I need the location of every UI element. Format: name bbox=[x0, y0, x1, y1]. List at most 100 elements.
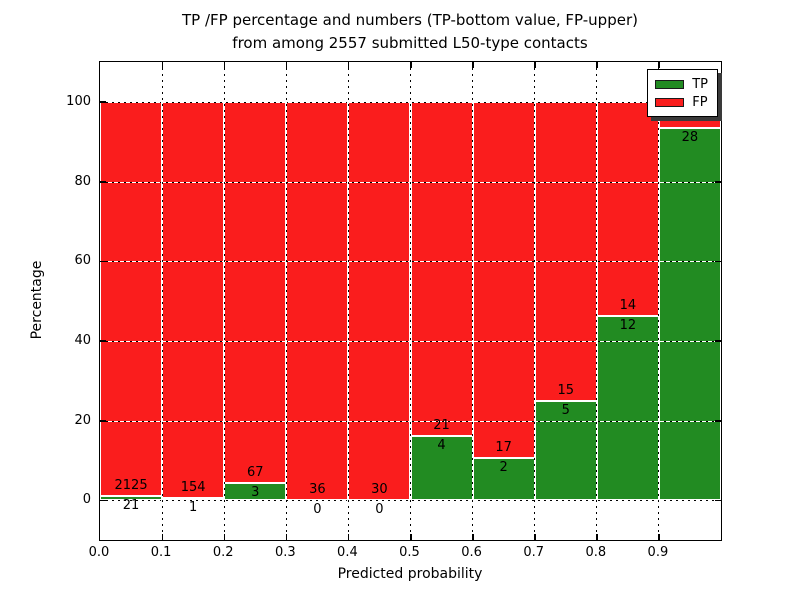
fp-count-label-7: 15 bbox=[557, 382, 574, 398]
x-tick-mark-bottom-1 bbox=[161, 534, 164, 540]
x-tick-mark-top-1 bbox=[161, 62, 164, 68]
tp-count-label-4: 0 bbox=[375, 502, 384, 518]
tp-count-label-2: 3 bbox=[251, 485, 260, 501]
bar-segment-fp-7 bbox=[534, 101, 597, 401]
tp-color-swatch bbox=[655, 79, 685, 89]
bar-segment-fp-0 bbox=[100, 101, 163, 497]
x-tick-mark-top-7 bbox=[534, 62, 536, 68]
fp-count-label-2: 67 bbox=[246, 465, 264, 481]
y-tick-mark-left-0 bbox=[100, 499, 106, 502]
bar-segment-tp-8 bbox=[596, 316, 659, 501]
x-tick-mark-bottom-5 bbox=[410, 534, 412, 540]
chart-title-line-2: from among 2557 submitted L50-type conta… bbox=[232, 34, 588, 52]
y-tick-label-60: 60 bbox=[74, 253, 91, 269]
v-gridline-0.1 bbox=[161, 62, 164, 540]
x-tick-label-0.7: 0.7 bbox=[523, 545, 545, 560]
bar-segment-tp-7 bbox=[534, 400, 597, 501]
bar-segment-fp-3 bbox=[286, 101, 349, 501]
y-tick-label-20: 20 bbox=[74, 412, 91, 428]
chart-title-line-1: TP /FP percentage and numbers (TP-bottom… bbox=[182, 11, 638, 29]
tp-count-label-3: 0 bbox=[313, 502, 322, 518]
fp-count-label-3: 36 bbox=[309, 482, 326, 498]
tp-count-label-5: 4 bbox=[437, 438, 446, 454]
y-tick-label-0: 0 bbox=[82, 492, 91, 508]
fp-count-label-0: 2125 bbox=[114, 478, 148, 494]
y-tick-mark-left-100 bbox=[100, 101, 106, 103]
x-axis-label: Predicted probability bbox=[337, 566, 483, 582]
legend-label-fp: FP bbox=[692, 94, 708, 110]
x-tick-mark-top-6 bbox=[472, 62, 474, 68]
y-tick-mark-left-60 bbox=[100, 260, 106, 263]
y-tick-mark-right-80 bbox=[715, 181, 721, 183]
x-tick-mark-top-2 bbox=[223, 62, 226, 68]
bar-segment-tp-6 bbox=[472, 458, 535, 501]
x-tick-label-0.5: 0.5 bbox=[399, 545, 420, 560]
legend-entry-tp: TP bbox=[655, 75, 708, 93]
fp-count-label-8: 14 bbox=[619, 298, 637, 314]
x-tick-mark-bottom-7 bbox=[534, 534, 536, 540]
x-tick-mark-bottom-9 bbox=[658, 534, 660, 540]
fp-count-label-6: 17 bbox=[495, 440, 512, 456]
v-gridline-0.2 bbox=[223, 62, 226, 540]
y-tick-label-100: 100 bbox=[66, 93, 91, 109]
y-tick-mark-left-40 bbox=[100, 340, 106, 342]
y-tick-mark-right-100 bbox=[715, 101, 721, 103]
bar-segment-fp-5 bbox=[410, 101, 473, 437]
x-tick-label-0.2: 0.2 bbox=[212, 545, 234, 560]
x-tick-mark-top-3 bbox=[285, 62, 288, 68]
fp-count-label-9: 2 bbox=[685, 110, 695, 126]
y-tick-mark-left-80 bbox=[100, 181, 106, 183]
x-tick-mark-top-4 bbox=[347, 62, 350, 68]
v-gridline-0.3 bbox=[285, 62, 288, 540]
fp-count-label-5: 21 bbox=[433, 418, 450, 434]
chart-title: TP /FP percentage and numbers (TP-bottom… bbox=[99, 9, 721, 55]
x-tick-label-0.3: 0.3 bbox=[274, 545, 296, 560]
y-tick-mark-right-60 bbox=[715, 260, 721, 263]
tp-count-label-8: 12 bbox=[619, 318, 637, 334]
tp-count-label-1: 1 bbox=[189, 499, 198, 515]
tp-count-label-7: 5 bbox=[561, 402, 570, 418]
x-tick-label-0.1: 0.1 bbox=[150, 545, 172, 560]
y-axis-label: Percentage bbox=[29, 260, 45, 340]
v-gridline-0.5 bbox=[409, 62, 412, 540]
fp-color-swatch bbox=[655, 97, 685, 107]
x-tick-mark-bottom-4 bbox=[347, 534, 350, 540]
v-gridline-0.9 bbox=[657, 62, 660, 540]
y-tick-mark-left-20 bbox=[100, 420, 106, 422]
plot-area: 2125 21 154 1 67 3 36 0 30 0 21 4 17 2 15 5 14 12 2 28 TP F… bbox=[99, 61, 722, 541]
bar-segment-fp-8 bbox=[596, 101, 659, 317]
legend-entry-fp: FP bbox=[655, 93, 708, 111]
tp-count-label-6: 2 bbox=[499, 460, 508, 476]
x-tick-label-0.9: 0.9 bbox=[647, 545, 669, 560]
x-tick-mark-top-5 bbox=[410, 62, 412, 68]
y-tick-mark-right-20 bbox=[715, 420, 721, 422]
legend: TP FP bbox=[647, 69, 718, 117]
bar-segment-fp-1 bbox=[162, 101, 225, 498]
fp-count-label-4: 30 bbox=[371, 482, 388, 498]
x-tick-mark-bottom-3 bbox=[285, 534, 288, 540]
tp-count-label-9: 28 bbox=[681, 130, 699, 146]
y-tick-label-40: 40 bbox=[74, 332, 91, 348]
x-tick-label-0.4: 0.4 bbox=[337, 545, 358, 560]
legend-label-tp: TP bbox=[692, 76, 708, 92]
plot-canvas: 2125 21 154 1 67 3 36 0 30 0 21 4 17 2 15 5 14 12 2 28 bbox=[100, 62, 721, 540]
tp-count-label-0: 21 bbox=[122, 498, 140, 514]
x-tick-label-0.0: 0.0 bbox=[88, 545, 110, 560]
x-tick-label-0.8: 0.8 bbox=[585, 545, 607, 560]
fp-count-label-1: 154 bbox=[180, 479, 206, 495]
v-gridline-0.6 bbox=[471, 62, 474, 540]
x-tick-mark-top-9 bbox=[658, 62, 660, 68]
bar-segment-tp-9 bbox=[658, 128, 721, 501]
v-gridline-0.7 bbox=[533, 62, 536, 540]
x-tick-mark-bottom-2 bbox=[223, 534, 226, 540]
v-gridline-0.8 bbox=[595, 62, 598, 540]
x-tick-mark-bottom-6 bbox=[472, 534, 474, 540]
y-tick-mark-right-0 bbox=[715, 499, 721, 502]
x-tick-mark-top-8 bbox=[596, 62, 598, 68]
y-tick-label-80: 80 bbox=[74, 173, 91, 189]
x-tick-mark-bottom-8 bbox=[596, 534, 598, 540]
bar-segment-fp-4 bbox=[348, 101, 411, 501]
bar-segment-fp-2 bbox=[224, 101, 287, 484]
bar-segment-fp-6 bbox=[472, 101, 535, 459]
